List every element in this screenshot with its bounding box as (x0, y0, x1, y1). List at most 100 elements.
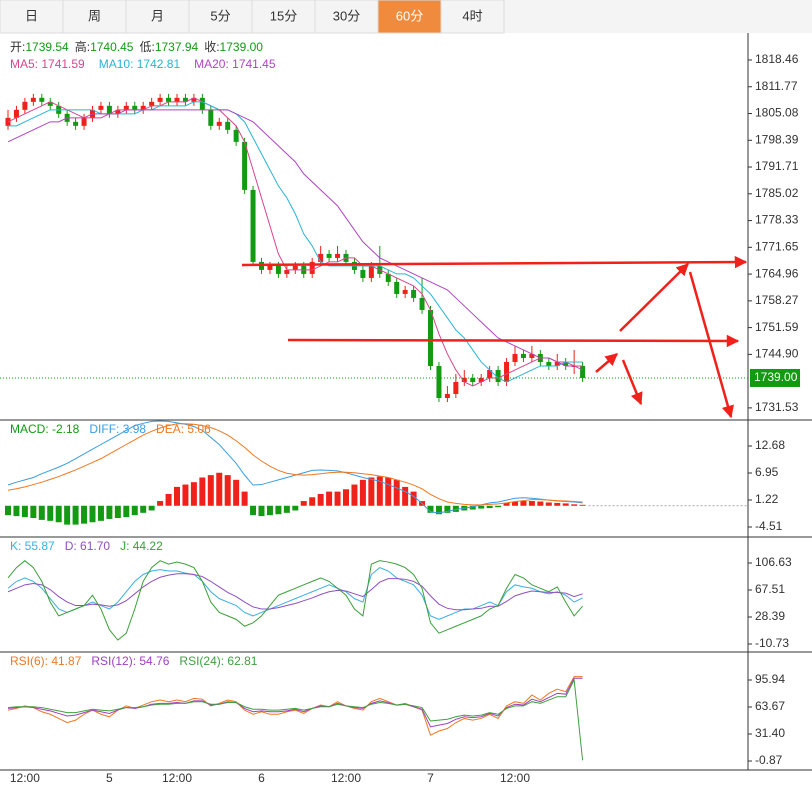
y-tick-label: 95.94 (755, 672, 785, 686)
macd-bar (224, 475, 231, 506)
drawn-arrow (241, 255, 748, 269)
drawn-arrow (619, 263, 689, 332)
candle-body (495, 369, 501, 382)
tab[interactable] (440, 0, 505, 34)
candle-body (520, 353, 526, 358)
tab-label[interactable]: 月 (151, 8, 164, 23)
macd-bar (174, 486, 180, 506)
candle-body (318, 253, 324, 262)
tab-label[interactable]: 5分 (210, 8, 230, 23)
tab-label[interactable]: 日 (25, 8, 38, 23)
macd-bar (410, 491, 417, 506)
candle-body (98, 105, 104, 110)
x-tick-label: 12:00 (10, 771, 40, 785)
macd-bar (309, 497, 316, 506)
y-tick-label: 1785.02 (755, 186, 799, 200)
tab[interactable] (125, 0, 190, 34)
candle-body (242, 141, 248, 190)
macd-bar (495, 505, 502, 508)
macd-bar (89, 505, 96, 523)
macd-bar (266, 505, 273, 516)
y-tick-label: 1751.59 (755, 320, 799, 334)
y-tick-label: 1744.90 (755, 347, 799, 361)
macd-bar (47, 505, 54, 521)
macd-bar (359, 479, 366, 506)
candle-body (157, 97, 163, 102)
indicator-line (7, 423, 583, 506)
candle-body (115, 109, 121, 114)
candle-body (470, 377, 476, 382)
candle-body (512, 353, 518, 362)
info-value: 1739.00 (220, 40, 264, 54)
macd-bar (512, 501, 518, 506)
macd-bar (554, 502, 561, 506)
macd-bar (393, 479, 400, 506)
macd-bar (72, 505, 79, 525)
candle-body (140, 105, 146, 110)
candle-body (13, 109, 19, 118)
macd-bar (131, 505, 138, 516)
macd-bar (528, 501, 535, 506)
info-value: 1740.45 (90, 40, 134, 54)
macd-bar (283, 505, 290, 513)
candle-body (174, 97, 180, 102)
tab-label[interactable]: 15分 (270, 8, 297, 23)
macd-bar (486, 505, 493, 509)
last-price-box (750, 368, 800, 387)
timeframe-tabs: 日 周 月 5分 15分 30分 60分 4时 (0, 0, 812, 34)
legend-entry: MACD: -2.18 (10, 422, 80, 436)
candle-body (385, 273, 391, 282)
info-value: 1739.54 (25, 40, 69, 54)
macd-bar (21, 505, 28, 518)
x-tick-label: 5 (106, 771, 113, 785)
candle-body (208, 109, 214, 126)
y-tick-label: 63.67 (755, 699, 785, 713)
tab-label[interactable]: 周 (88, 8, 101, 23)
candle-body (461, 377, 467, 382)
macd-bar (157, 501, 164, 506)
candle-body (275, 265, 281, 274)
y-tick-label: 1791.71 (755, 159, 799, 173)
candle-body (309, 261, 315, 274)
x-tick-label: 12:00 (162, 771, 192, 785)
candle-body (326, 253, 332, 258)
candle-body (182, 97, 188, 102)
y-tick-label: 1778.33 (755, 213, 799, 227)
macd-bar (300, 501, 307, 506)
candle-body (233, 129, 239, 142)
macd-bar (216, 472, 223, 506)
legend-entry: DEA: 5.06 (156, 422, 211, 436)
macd-bar (334, 491, 341, 506)
macd-bar (427, 505, 434, 513)
macd-bar (5, 505, 11, 516)
x-tick-label: 12:00 (331, 771, 361, 785)
ma-line (7, 109, 583, 371)
y-tick-label: -0.87 (755, 753, 783, 767)
y-tick-label: 1731.53 (755, 400, 799, 414)
macd-bar (343, 489, 349, 506)
macd-bar (140, 505, 147, 513)
plot: 1818.46 1811.77 1805.08 1798.39 1791.71 1785.… (0, 39, 800, 785)
tab-label[interactable]: 30分 (333, 8, 360, 23)
macd-bar (469, 505, 476, 510)
candle-body (554, 361, 560, 366)
macd-bar (199, 477, 206, 506)
tab[interactable] (0, 0, 64, 34)
tab[interactable] (251, 0, 316, 34)
info-label: 开: (10, 40, 25, 54)
candle-body (123, 105, 129, 110)
candle-body (250, 189, 256, 262)
macd-bar (233, 479, 240, 506)
macd-bar (207, 475, 214, 506)
candle-body (73, 121, 79, 126)
macd-bar (30, 505, 37, 519)
macd-bar (275, 505, 282, 515)
tab-label[interactable]: 4时 (462, 8, 482, 23)
y-tick-label: 1805.08 (755, 106, 799, 120)
candle-body (199, 97, 205, 110)
tab-label[interactable]: 60分 (396, 8, 423, 23)
macd-bar (250, 505, 257, 516)
candle-body (411, 289, 417, 298)
ma-line (7, 97, 583, 387)
macd-bar (97, 505, 104, 521)
